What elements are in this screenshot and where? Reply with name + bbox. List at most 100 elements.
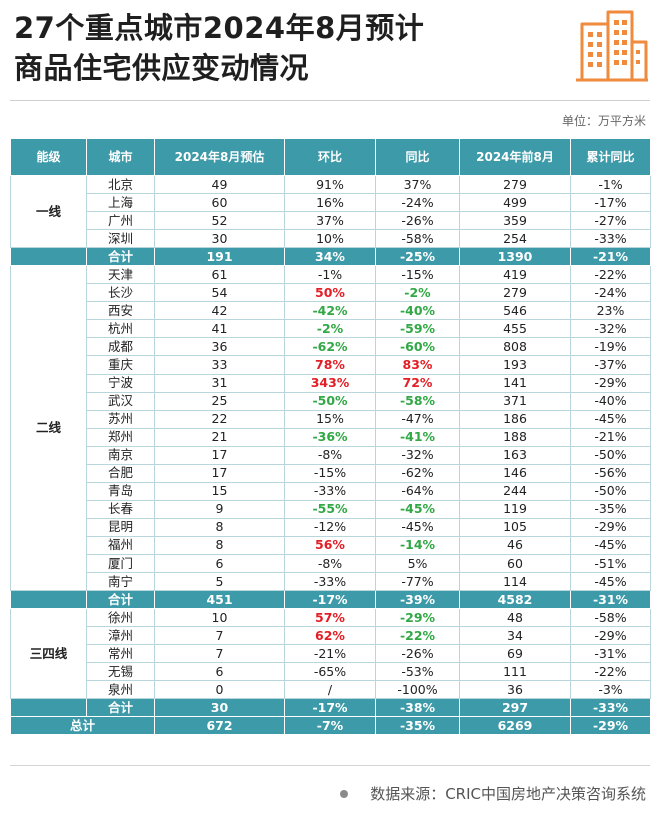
cumulative-cell: -29% (570, 716, 651, 736)
city-cell: 宁波 (86, 373, 155, 393)
yoy-cell-value: -40% (399, 302, 436, 318)
table-row: 无锡 6 -65% -53% 111 -22% (11, 662, 651, 682)
bullet-icon (340, 789, 349, 798)
mom-cell: -50% (284, 391, 376, 411)
table-row: 泉州 0/-100% 36 -3% (11, 680, 651, 700)
cumulative-cell: -31% (570, 644, 651, 664)
mom-cell: 91% (284, 174, 376, 195)
cumulative-cell: -33% (570, 229, 651, 249)
table-row: 宁波 31 343% 72% 141 -29% (11, 373, 651, 393)
estimate-cell: 6 (154, 553, 285, 574)
estimate-cell: 0 (154, 680, 285, 700)
page-title-line-1: 27个重点城市2024年8月预计 (14, 11, 425, 45)
city-cell: 泉州 (86, 680, 155, 700)
subtotal-label: 合计 (86, 247, 155, 267)
estimate-cell: 25 (154, 391, 285, 411)
cumulative-cell: -1% (570, 174, 651, 195)
table-row: 杭州 41 -2% -59% 455 -32% (11, 319, 651, 339)
city-cell: 西安 (86, 301, 155, 321)
mom-cell-value: 78% (315, 356, 345, 372)
city-cell: 常州 (86, 644, 155, 664)
yoy-cell: -77% (375, 572, 460, 592)
ytd-cell: 254 (459, 229, 571, 249)
city-cell: 昆明 (86, 517, 155, 537)
estimate-cell: 36 (154, 337, 285, 357)
yoy-cell: -41% (375, 427, 460, 447)
yoy-cell: -100% (375, 680, 460, 700)
ytd-cell: 297 (459, 698, 571, 718)
mom-cell: 62% (284, 626, 376, 646)
table-row: 深圳 30 10% -58% 254 -33% (11, 229, 651, 249)
header-city: 城市 (86, 138, 155, 176)
city-cell: 深圳 (86, 229, 155, 249)
ytd-cell: 34 (459, 626, 571, 646)
yoy-cell: -15% (375, 265, 460, 285)
city-cell: 合肥 (86, 463, 155, 483)
ytd-cell: 60 (459, 553, 571, 574)
ytd-cell: 6269 (459, 716, 571, 736)
yoy-cell: 37% (375, 174, 460, 195)
total-label: 总计 (10, 716, 155, 736)
header-estimate: 2024年8月预估 (154, 138, 285, 176)
mom-cell-value: -2% (316, 320, 344, 336)
mom-cell-value: -42% (312, 302, 348, 318)
ytd-cell: 141 (459, 373, 571, 393)
cumulative-cell: -29% (570, 373, 651, 393)
ytd-cell: 114 (459, 572, 571, 592)
yoy-cell: -35% (375, 716, 460, 736)
city-cell: 重庆 (86, 355, 155, 375)
estimate-cell: 22 (154, 409, 285, 429)
estimate-cell: 30 (154, 698, 285, 718)
subtotal-label: 合计 (86, 698, 155, 718)
yoy-cell: -39% (375, 590, 460, 610)
yoy-cell-value: -2% (404, 284, 431, 300)
table-row: 二线 天津 61 -1% -15% 419 -22% (10, 265, 651, 592)
table-row: 上海 60 16% -24% 499 -17% (11, 193, 651, 213)
source-text: 数据来源：CRIC中国房地产决策咨询系统 (370, 785, 646, 803)
mom-cell: 16% (284, 193, 376, 213)
yoy-cell: -47% (375, 409, 460, 429)
tier-label: 一线 (10, 174, 87, 249)
yoy-cell: -62% (375, 463, 460, 483)
cumulative-cell: -40% (570, 391, 651, 411)
estimate-cell: 33 (154, 355, 285, 375)
cumulative-cell: 23% (570, 301, 651, 321)
yoy-cell: -32% (375, 445, 460, 465)
yoy-cell-value: -45% (399, 501, 436, 517)
ytd-cell: 163 (459, 445, 571, 465)
cumulative-cell: -45% (570, 572, 651, 592)
city-cell: 杭州 (86, 319, 155, 339)
ytd-cell: 36 (459, 680, 571, 700)
yoy-cell-value: -29% (399, 609, 436, 625)
yoy-cell: -53% (375, 662, 460, 682)
cumulative-cell: -58% (570, 608, 651, 628)
header-tier: 能级 (10, 138, 87, 176)
ytd-cell: 279 (459, 174, 571, 195)
table-row: 南宁 5 -33% -77% 114 -45% (11, 572, 651, 592)
ytd-cell: 48 (459, 608, 571, 628)
cumulative-cell: -27% (570, 211, 651, 231)
table-row: 一线 北京 49 91% 37% 279 -1% (10, 174, 651, 249)
ytd-cell: 371 (459, 391, 571, 411)
mom-cell: 37% (284, 211, 376, 231)
cumulative-cell: -37% (570, 355, 651, 375)
mom-cell: -8% (284, 445, 376, 465)
ytd-cell: 186 (459, 409, 571, 429)
yoy-cell: -2% (375, 283, 460, 303)
city-cell: 长春 (86, 499, 155, 519)
table-row: 南京 17 -8% -32% 163 -50% (11, 445, 651, 465)
mom-cell-value: 56% (315, 537, 345, 553)
city-cell: 南京 (86, 445, 155, 465)
subtotal-tier-cell (10, 247, 87, 267)
mom-cell: -21% (284, 644, 376, 664)
mom-cell: 343% (284, 373, 376, 393)
estimate-cell: 10 (154, 608, 285, 628)
table-row: 西安 42 -42% -40% 546 23% (11, 301, 651, 321)
cumulative-cell: -50% (570, 445, 651, 465)
table-row: 厦门 6 -8% 5% 60 -51% (11, 553, 651, 574)
mom-cell: -33% (284, 481, 376, 501)
yoy-cell: -40% (375, 301, 460, 321)
cumulative-cell: -31% (570, 590, 651, 610)
mom-cell-value: 62% (315, 627, 345, 643)
ytd-cell: 279 (459, 283, 571, 303)
